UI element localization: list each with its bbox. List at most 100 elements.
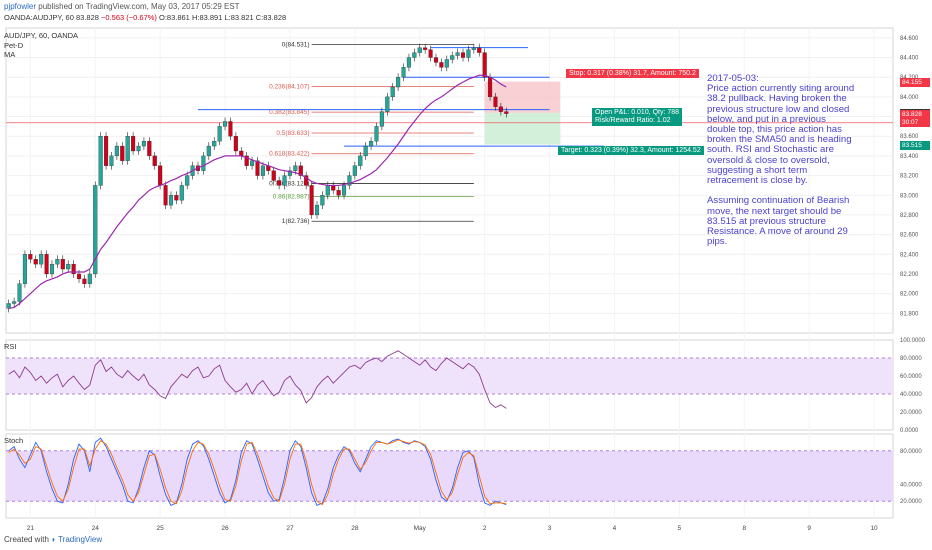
candle-body <box>98 136 103 186</box>
candle-body <box>320 195 325 206</box>
candle-body <box>293 165 298 171</box>
candle-body <box>358 155 363 166</box>
candle-body <box>206 145 211 157</box>
fib-level-label: 0.786(83.120) <box>269 180 309 187</box>
price-tick-label: 83.600 <box>900 134 919 140</box>
time-tick-label: 10 <box>870 525 878 532</box>
candle-body <box>363 145 368 157</box>
candle-body <box>168 195 174 206</box>
stoch-d-line <box>8 439 507 506</box>
indicator-pet-d[interactable]: Pet-D <box>4 41 24 50</box>
rsi-tick-label: 60.0000 <box>900 374 922 380</box>
candle-body <box>212 140 217 147</box>
time-tick-label: 26 <box>221 525 229 532</box>
symbol-name: OANDA:AUDJPY, 60 <box>4 13 74 22</box>
price-tick-label: 84.000 <box>900 95 919 101</box>
candle-body <box>390 86 395 98</box>
candle-body <box>477 47 482 53</box>
open-pnl-line: Open P&L: 0.010, Qty: 788 <box>595 109 680 116</box>
candle-body <box>255 160 260 176</box>
stoch-tick-label: 20.0000 <box>900 499 922 505</box>
candle-body <box>271 170 276 181</box>
tradingview-brand[interactable]: TradingView <box>58 535 103 544</box>
candle-body <box>428 49 433 58</box>
candle-body <box>114 145 119 157</box>
candle-body <box>379 111 384 127</box>
rsi-tick-label: 40.0000 <box>900 392 922 398</box>
target-label: Target: 0.323 (0.39%) 32.3, Amount: 1254… <box>558 146 704 155</box>
time-tick-label: 2 <box>483 525 487 532</box>
candle-body <box>304 175 309 186</box>
stoch-tick-label: 40.0000 <box>900 482 922 488</box>
candle-body <box>347 175 352 186</box>
candle-body <box>217 126 222 142</box>
price-tick-label: 82.200 <box>900 272 919 278</box>
fib-level-label: 0.618(83.422) <box>269 151 309 158</box>
candle-body <box>406 57 411 68</box>
fib-level-label: 0.382(83.845) <box>269 109 309 116</box>
fib-level-label: 0.236(84.107) <box>269 83 309 90</box>
candle-body <box>228 121 233 137</box>
time-tick-label: 5 <box>678 525 682 532</box>
candle-body <box>450 55 455 60</box>
candle-body <box>466 49 471 58</box>
candle-body <box>66 263 71 270</box>
candle-body <box>341 185 347 196</box>
candle-body <box>460 52 466 58</box>
time-tick-label: 24 <box>92 525 100 532</box>
price-tag: 30:07 <box>900 117 930 127</box>
time-tick-label: 4 <box>613 525 617 532</box>
candle-body <box>374 126 379 142</box>
candle-body <box>417 47 422 53</box>
publish-info: published on TradingView.com, May 03, 20… <box>36 2 240 11</box>
footer: Created with ◗ TradingView <box>4 535 102 544</box>
candle-body <box>423 47 428 50</box>
price-pane-frame <box>5 27 894 334</box>
candle-body <box>60 259 65 270</box>
candle-body <box>331 185 336 191</box>
fib-level-label: 0(84.531) <box>282 42 310 49</box>
price-tag: 83.515 <box>900 140 930 150</box>
candle-body <box>174 195 179 201</box>
time-tick-label: 28 <box>351 525 359 532</box>
candle-body <box>336 190 341 196</box>
rsi-pane-label[interactable]: RSI <box>4 342 17 351</box>
candle-body <box>152 155 157 166</box>
candle-body <box>185 175 190 186</box>
candle-body <box>163 185 168 206</box>
author-link[interactable]: pjpfowler <box>4 2 37 11</box>
risk-reward-line: Risk/Reward Ratio: 1.02 <box>595 117 671 124</box>
candle-body <box>493 96 498 107</box>
candle-body <box>352 165 357 176</box>
candle-body <box>131 136 136 152</box>
rsi-tick-label: 100.0000 <box>900 338 926 344</box>
target-zone <box>484 112 561 145</box>
candle-body <box>22 254 27 284</box>
candle-body <box>71 263 76 275</box>
candle-body <box>260 165 265 176</box>
candle-body <box>244 155 249 166</box>
analysis-note: 2017-05-03: Price action currently sitin… <box>707 73 855 248</box>
rsi-tick-label: 0.0000 <box>900 428 919 434</box>
candle-body <box>201 155 206 171</box>
candle-body <box>277 180 282 186</box>
price-tick-label: 83.400 <box>900 154 919 160</box>
candle-body <box>239 150 244 157</box>
candle-body <box>233 136 238 152</box>
candle-body <box>412 52 417 58</box>
stoch-k-line <box>8 437 507 507</box>
fib-level-label: 0.86(82.987) <box>273 194 310 201</box>
tradingview-logo-icon: ◗ <box>51 535 56 544</box>
last-price: 83.828 <box>75 13 99 22</box>
candle-body <box>504 111 509 114</box>
candle-body <box>147 140 152 157</box>
candle-body <box>282 175 287 186</box>
sma-line <box>8 74 507 309</box>
symbol-line: OANDA:AUDJPY, 60 83.828 −0.563 (−0.67%) … <box>4 13 286 22</box>
indicator-ma[interactable]: MA <box>4 50 16 59</box>
candle-body <box>55 259 60 265</box>
candle-body <box>76 273 82 280</box>
stoch-pane-label[interactable]: Stoch <box>4 436 24 445</box>
time-tick-label: 25 <box>157 525 165 532</box>
